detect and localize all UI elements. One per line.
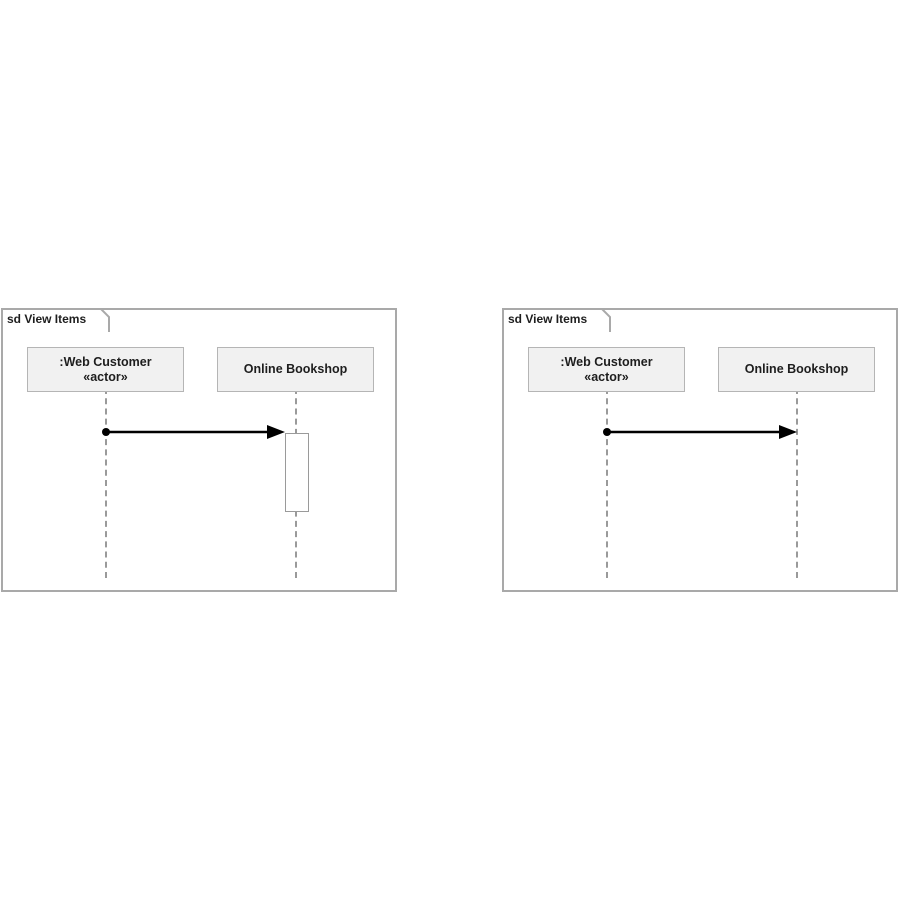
lifeline-web-customer-stereotype: «actor»: [584, 369, 629, 384]
frame-label-tab-shape: [504, 308, 611, 332]
message-arrow-left: [102, 425, 285, 439]
lifeline-web-customer-stereotype: «actor»: [83, 369, 128, 384]
lifeline-online-bookshop[interactable]: Online Bookshop: [718, 347, 875, 392]
lifeline-online-bookshop-name: Online Bookshop: [744, 362, 849, 376]
frame-label-tab-right: sd View Items: [504, 308, 611, 332]
frame-label-tab-left: sd View Items: [3, 308, 110, 332]
lifeline-online-bookshop-name: Online Bookshop: [243, 362, 348, 376]
frame-label-tab-shape: [3, 308, 110, 332]
frame-label-text: sd View Items: [7, 312, 87, 326]
sequence-frame-left: :Web Customer «actor» Online Bookshop sd…: [1, 308, 397, 592]
lifeline-web-customer-name: :Web Customer: [560, 354, 653, 369]
sequence-frame-right: :Web Customer «actor» Online Bookshop sd…: [502, 308, 898, 592]
message-arrowhead: [779, 425, 797, 439]
message-arrowhead: [267, 425, 285, 439]
lifeline-web-customer[interactable]: :Web Customer «actor»: [27, 347, 184, 392]
lifeline-online-bookshop[interactable]: Online Bookshop: [217, 347, 374, 392]
lifeline-web-customer-name: :Web Customer: [59, 354, 152, 369]
frame-label-text: sd View Items: [508, 312, 588, 326]
message-arrow-right: [603, 425, 797, 439]
lifeline-web-customer[interactable]: :Web Customer «actor»: [528, 347, 685, 392]
